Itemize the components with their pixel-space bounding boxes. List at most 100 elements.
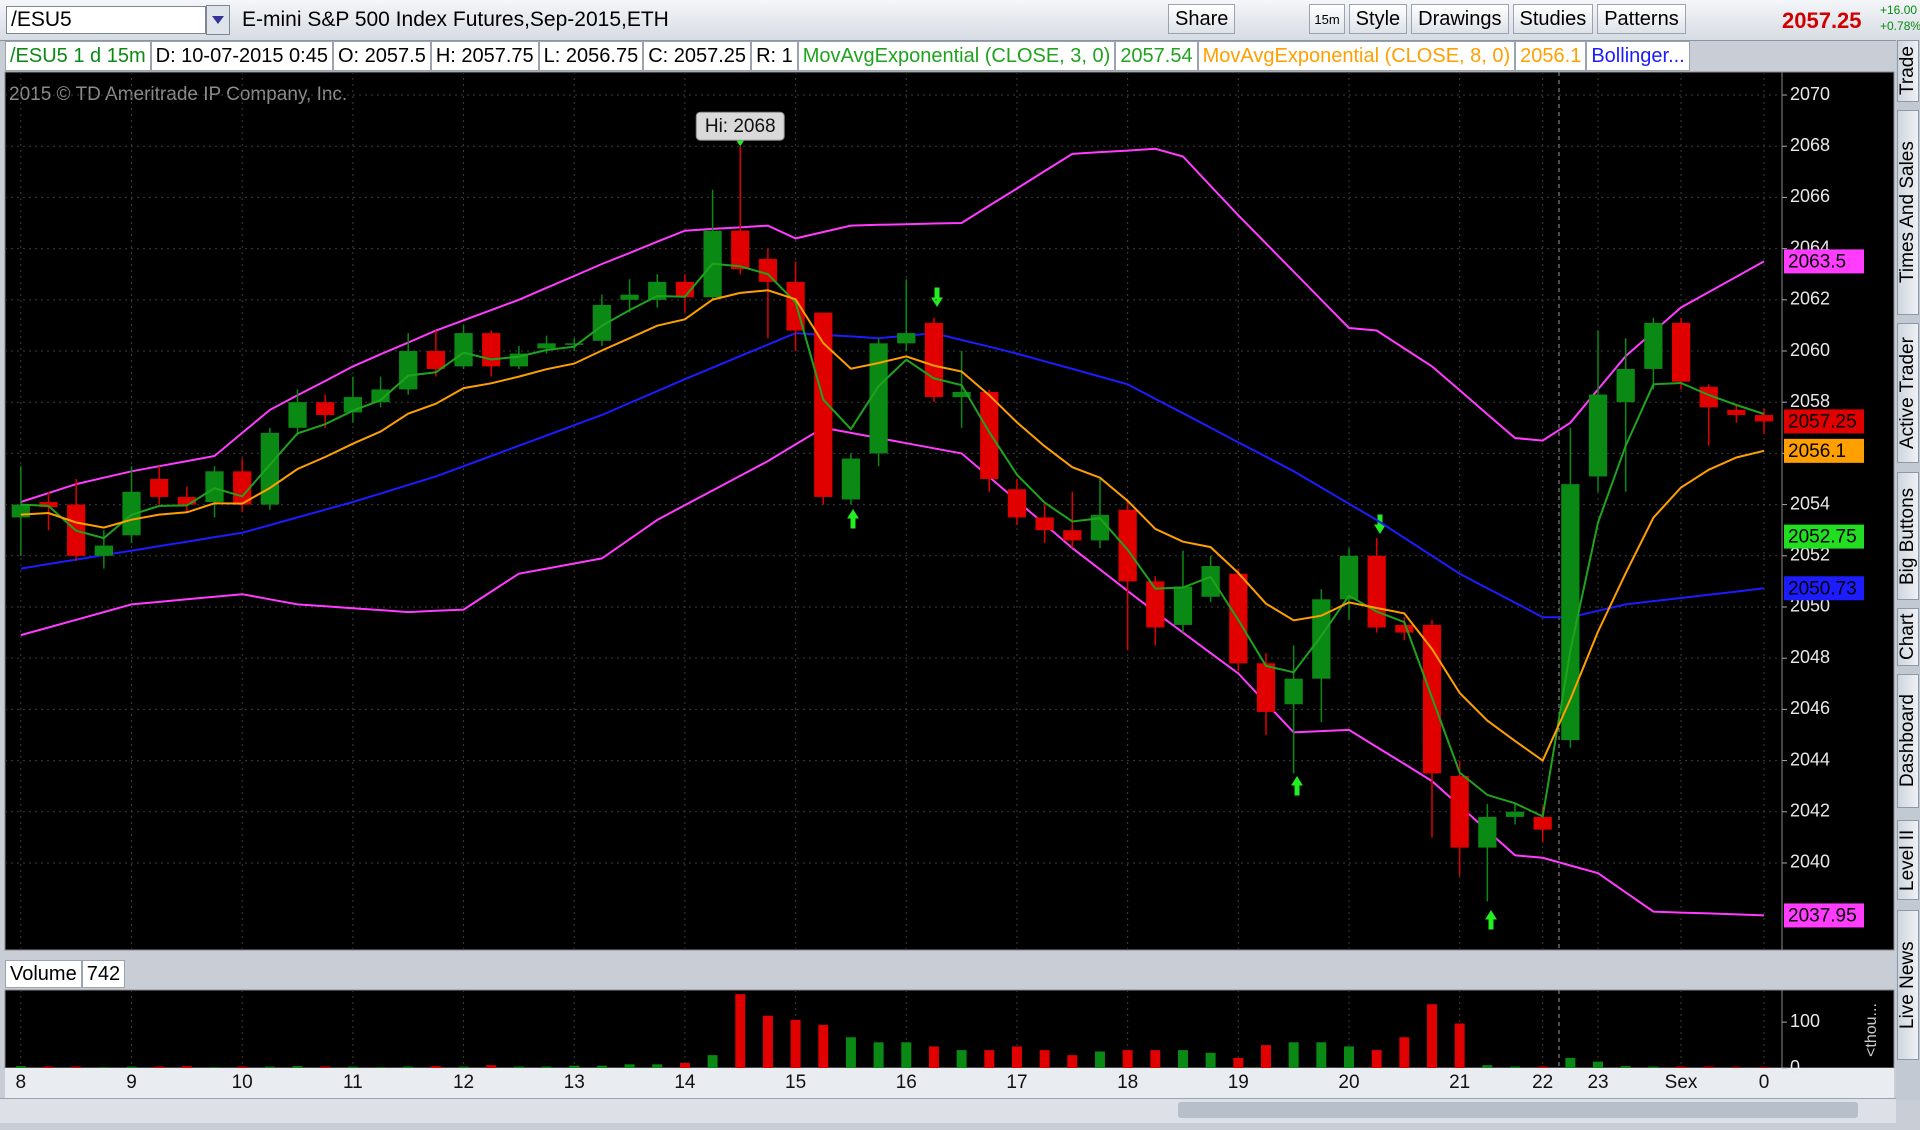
bollinger-lower	[20, 426, 1765, 917]
price-marker	[1784, 524, 1864, 549]
volume-bar	[209, 1067, 220, 1068]
volume-bar	[928, 1046, 939, 1068]
annotation-pointer	[736, 140, 745, 147]
candle-body	[1173, 586, 1193, 625]
volume-bar	[1371, 1050, 1382, 1068]
candle-body	[39, 502, 58, 508]
candle-body	[620, 294, 639, 300]
symbol-dropdown[interactable]	[206, 5, 230, 35]
x-tick-label: 9	[126, 1072, 137, 1093]
volume-bar	[1399, 1037, 1410, 1068]
scrollbar[interactable]	[0, 1098, 1896, 1123]
x-tick-label: 15	[785, 1072, 806, 1093]
header-field: L: 2056.75	[538, 41, 644, 71]
x-tick-label: 0	[1759, 1072, 1770, 1093]
side-tab[interactable]: Chart	[1897, 608, 1919, 666]
side-tab[interactable]: Level II	[1897, 820, 1919, 900]
y-tick-label: 2066	[1790, 186, 1830, 206]
candle-body	[1312, 599, 1331, 679]
scroll-thumb[interactable]	[1178, 1102, 1858, 1118]
volume-value: 742	[81, 960, 126, 988]
volume-bar	[1316, 1042, 1327, 1068]
toolbar-button[interactable]: Drawings	[1411, 4, 1509, 34]
toolbar-button[interactable]: Style	[1348, 4, 1408, 34]
side-tab[interactable]: Trade	[1897, 40, 1919, 102]
buy-arrow	[1291, 776, 1303, 796]
y-tick-label: 2046	[1790, 698, 1830, 718]
candle-body	[122, 491, 141, 536]
y-tick-label: 2048	[1790, 647, 1830, 667]
volume-bar	[873, 1042, 884, 1068]
toolbar-button[interactable]: Patterns	[1597, 4, 1686, 34]
volume-bar	[43, 1066, 54, 1068]
x-tick-label: 8	[16, 1072, 27, 1093]
volume-bar	[735, 994, 746, 1068]
x-tick-label: 19	[1228, 1072, 1249, 1093]
volume-bar	[375, 1067, 386, 1068]
candle-body	[233, 471, 252, 505]
moving-average	[20, 289, 1765, 763]
volume-bar	[541, 1066, 552, 1068]
volume-axis	[1781, 989, 1895, 1069]
candle-body	[1063, 530, 1082, 541]
price-marker	[1784, 903, 1864, 928]
candle-body	[537, 343, 556, 349]
toolbar-button[interactable]: Studies	[1512, 4, 1594, 34]
toolbar-button[interactable]: 15m	[1309, 4, 1345, 34]
side-tab[interactable]: Live News	[1897, 910, 1919, 1060]
candle-body	[1533, 816, 1552, 830]
candle-body	[399, 351, 418, 390]
volume-bar	[1122, 1050, 1133, 1068]
volume-bar	[569, 1065, 580, 1068]
study-name: Bollinger...	[1586, 41, 1690, 71]
volume-bar	[154, 1066, 165, 1068]
volume-bar	[1261, 1045, 1271, 1068]
x-tick-label: 10	[232, 1072, 253, 1093]
side-tab[interactable]: Active Trader	[1897, 323, 1919, 463]
volume-bar	[1731, 1067, 1742, 1068]
candle-body	[1367, 555, 1386, 628]
candle-body	[177, 496, 196, 505]
volume-bar	[652, 1064, 663, 1068]
y-tick-label: 2062	[1790, 289, 1830, 309]
candle-body	[1754, 415, 1774, 422]
annotation: Hi: 2068	[705, 116, 776, 137]
side-tab[interactable]: Big Buttons	[1897, 472, 1919, 600]
study-value: 2057.54	[1115, 41, 1198, 71]
volume-y-tick-label: 0	[1790, 1057, 1800, 1077]
symbol-input[interactable]: /ESU5	[6, 6, 206, 34]
candle-body	[731, 230, 750, 270]
volume-bar	[1205, 1052, 1216, 1068]
candle-body	[869, 343, 888, 454]
candle-body	[288, 402, 307, 428]
volume-bar	[1759, 1067, 1770, 1068]
volume-bar	[762, 1015, 773, 1068]
volume-bar	[486, 1065, 497, 1068]
volume-bar	[458, 1066, 469, 1068]
side-tab[interactable]: Times And Sales	[1897, 110, 1919, 315]
volume-bar	[292, 1066, 303, 1068]
volume-bar	[237, 1066, 248, 1068]
candle-body	[1727, 409, 1746, 416]
study-value: 2056.1	[1515, 41, 1587, 71]
header-field: O: 2057.5	[332, 41, 431, 71]
y-tick-label: 2058	[1790, 391, 1830, 411]
candle-body	[924, 322, 944, 398]
candle-body	[1146, 581, 1165, 628]
price-marker	[1784, 409, 1864, 434]
candle-body	[1395, 624, 1414, 633]
x-tick-label: Sex	[1665, 1072, 1698, 1093]
candle-body	[1478, 816, 1497, 848]
price-marker-label: 2050.73	[1788, 578, 1857, 599]
volume-unit: <thou...	[1863, 1003, 1880, 1057]
x-tick-label: 23	[1587, 1072, 1608, 1093]
side-tab[interactable]: Dashboard	[1897, 674, 1919, 808]
annotation-box	[695, 111, 785, 141]
candle-body	[316, 402, 335, 416]
y-tick-label: 2042	[1790, 801, 1830, 821]
candle-body	[426, 351, 446, 369]
volume-bar	[1676, 1066, 1687, 1068]
price-marker-label: 2037.95	[1788, 905, 1857, 926]
toolbar-button[interactable]: Share	[1168, 4, 1236, 34]
x-tick-label: 22	[1532, 1072, 1553, 1093]
